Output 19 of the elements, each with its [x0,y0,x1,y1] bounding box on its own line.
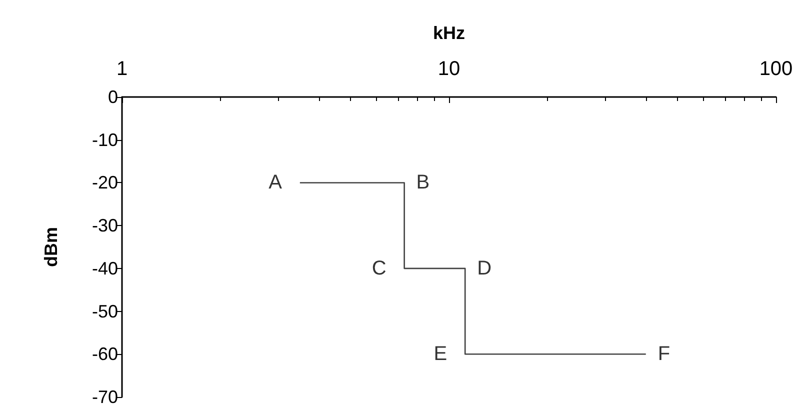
y-tick-label: -30 [92,216,118,236]
y-tick-label: -70 [92,387,118,407]
y-tick-label: -40 [92,258,118,278]
y-tick-label: -50 [92,301,118,322]
annotation: A [268,172,283,194]
annotation: B [416,172,430,194]
y-tick-label: -20 [92,172,118,193]
annotation: D [477,257,492,280]
annotation: E [434,343,448,366]
x-tick-label: 1 [116,58,128,80]
x-axis-title: kHz [432,23,466,43]
x-tick-label: 10 [438,58,460,80]
annotation: F [658,343,670,366]
x-tick-label: 100 [759,58,793,80]
y-tick-label: 0 [108,87,118,107]
y-axis-title: dBm [41,227,61,267]
y-tick-label: -60 [92,344,118,364]
annotation: C [372,257,386,280]
y-tick-label: -10 [92,130,118,150]
